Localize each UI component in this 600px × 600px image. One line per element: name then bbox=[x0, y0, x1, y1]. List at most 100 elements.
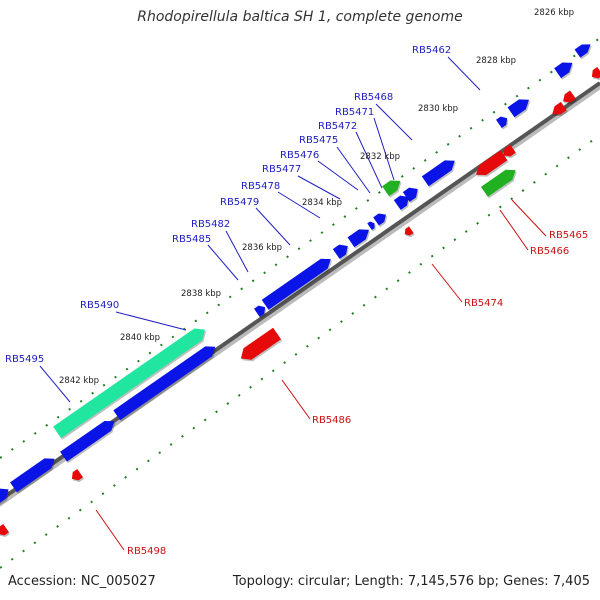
gene-arrow-s[interactable] bbox=[60, 416, 119, 464]
leader-RB5468 bbox=[375, 103, 413, 141]
gene-arrow-RB5474-shape[interactable] bbox=[402, 226, 414, 237]
gene-arrow-l-shape[interactable] bbox=[373, 210, 389, 226]
gene-arrow-m[interactable] bbox=[367, 220, 378, 232]
gene-arrow-m-shape[interactable] bbox=[367, 220, 376, 230]
tick-label-2838: 2838 kbp bbox=[181, 289, 221, 299]
gene-arrow-RB5486[interactable] bbox=[237, 327, 283, 366]
gene-arrow-a-shape[interactable] bbox=[574, 40, 594, 58]
gene-arrow-RB5465-shape[interactable] bbox=[473, 150, 508, 179]
gene-label-RB5478[interactable]: RB5478 bbox=[241, 181, 280, 192]
gene-arrow-h-shape[interactable] bbox=[500, 144, 516, 159]
leader-RB5465 bbox=[511, 199, 547, 237]
leader-RB5498 bbox=[95, 509, 125, 551]
gene-arrow-k-shape[interactable] bbox=[393, 192, 412, 210]
leader-RB5476 bbox=[317, 160, 359, 191]
leader-RB5482 bbox=[225, 230, 249, 273]
gene-arrow-l[interactable] bbox=[373, 210, 390, 228]
gene-arrow-j[interactable] bbox=[402, 184, 422, 204]
gene-arrow-RB5466[interactable] bbox=[480, 165, 520, 199]
leader-RB5495 bbox=[39, 365, 71, 403]
gene-label-RB5472[interactable]: RB5472 bbox=[318, 121, 357, 132]
gene-arrow-RB5468-shape[interactable] bbox=[382, 176, 404, 197]
gene-arrow-d[interactable] bbox=[507, 95, 534, 119]
gene-arrow-f[interactable] bbox=[560, 90, 577, 107]
gene-arrow-RB5490-shape[interactable] bbox=[53, 324, 209, 439]
gene-arrow-e-shape[interactable] bbox=[496, 114, 510, 128]
gene-arrow-r-shape[interactable] bbox=[113, 342, 218, 421]
accession-text: Accession: NC_005027 bbox=[8, 574, 156, 589]
gene-label-RB5486[interactable]: RB5486 bbox=[312, 415, 351, 426]
gene-label-RB5474[interactable]: RB5474 bbox=[464, 298, 503, 309]
gene-label-RB5475[interactable]: RB5475 bbox=[299, 135, 338, 146]
gene-arrow-q-shape[interactable] bbox=[254, 303, 268, 317]
gene-arrow-v[interactable] bbox=[0, 524, 11, 540]
gene-arrow-k[interactable] bbox=[393, 192, 413, 212]
gene-label-RB5479[interactable]: RB5479 bbox=[220, 197, 259, 208]
gene-label-RB5465[interactable]: RB5465 bbox=[549, 230, 588, 241]
gene-arrow-c[interactable] bbox=[589, 67, 600, 83]
gene-arrow-b[interactable] bbox=[554, 58, 577, 80]
gene-arrow-t-shape[interactable] bbox=[10, 454, 58, 493]
gene-arrow-p[interactable] bbox=[261, 254, 336, 312]
leader-RB5490 bbox=[115, 311, 187, 331]
gene-arrow-t[interactable] bbox=[10, 454, 59, 494]
leader-RB5479 bbox=[255, 207, 291, 246]
genome-title: Rhodopirellula baltica SH 1, complete ge… bbox=[137, 9, 463, 25]
gene-arrow-e[interactable] bbox=[496, 114, 511, 130]
tick-label-2832: 2832 kbp bbox=[360, 152, 400, 162]
gene-arrow-RB5498[interactable] bbox=[69, 469, 85, 485]
gene-arrow-RB5466-shape[interactable] bbox=[480, 165, 519, 197]
tick-label-2842: 2842 kbp bbox=[59, 376, 99, 386]
gene-arrow-i[interactable] bbox=[421, 156, 460, 188]
tick-label-2826: 2826 kbp bbox=[534, 8, 574, 18]
gene-arrow-u[interactable] bbox=[0, 485, 13, 506]
tick-label-2834: 2834 kbp bbox=[302, 198, 342, 208]
gene-arrow-j-shape[interactable] bbox=[402, 184, 421, 202]
gene-arrow-n[interactable] bbox=[347, 225, 374, 249]
gene-arrow-g-shape[interactable] bbox=[549, 101, 567, 118]
gene-label-RB5471[interactable]: RB5471 bbox=[335, 107, 374, 118]
gene-arrow-i-shape[interactable] bbox=[421, 156, 458, 187]
gene-arrow-RB5474[interactable] bbox=[402, 226, 415, 239]
gene-arrow-d-shape[interactable] bbox=[507, 95, 533, 118]
gene-arrow-RB5468[interactable] bbox=[382, 176, 405, 198]
gene-arrow-o[interactable] bbox=[332, 241, 352, 261]
gene-arrow-a[interactable] bbox=[574, 40, 595, 60]
gene-arrow-s-shape[interactable] bbox=[60, 416, 118, 462]
gene-label-RB5462[interactable]: RB5462 bbox=[412, 45, 451, 56]
gene-label-RB5498[interactable]: RB5498 bbox=[127, 546, 166, 557]
gene-arrow-q[interactable] bbox=[254, 303, 269, 319]
gene-label-RB5468[interactable]: RB5468 bbox=[354, 92, 393, 103]
leader-RB5485 bbox=[207, 244, 239, 281]
leader-RB5486 bbox=[281, 379, 311, 420]
gene-label-RB5476[interactable]: RB5476 bbox=[280, 150, 319, 161]
gene-arrow-c-shape[interactable] bbox=[589, 67, 600, 81]
leader-RB5471 bbox=[373, 117, 395, 181]
tick-label-2830: 2830 kbp bbox=[418, 104, 458, 114]
gene-arrow-f-shape[interactable] bbox=[560, 90, 576, 105]
gene-label-RB5482[interactable]: RB5482 bbox=[191, 219, 230, 230]
gene-arrow-RB5490[interactable] bbox=[53, 324, 210, 440]
gene-arrow-r[interactable] bbox=[113, 342, 220, 422]
gene-arrow-b-shape[interactable] bbox=[554, 58, 576, 79]
gene-label-RB5485[interactable]: RB5485 bbox=[172, 234, 211, 245]
leader-RB5474 bbox=[431, 263, 463, 303]
gene-arrow-n-shape[interactable] bbox=[347, 225, 373, 248]
gene-arrow-h[interactable] bbox=[500, 144, 517, 161]
gene-arrow-g[interactable] bbox=[549, 101, 568, 120]
topology-text: Topology: circular; Length: 7,145,576 bp… bbox=[232, 574, 590, 589]
tick-row-outer bbox=[0, 37, 600, 459]
leader-RB5478 bbox=[277, 191, 321, 219]
gene-arrow-RB5498-shape[interactable] bbox=[69, 469, 83, 483]
gene-arrow-p-shape[interactable] bbox=[261, 254, 335, 310]
gene-label-RB5477[interactable]: RB5477 bbox=[262, 164, 301, 175]
gene-arrow-o-shape[interactable] bbox=[332, 241, 351, 259]
gene-arrow-v-shape[interactable] bbox=[0, 524, 9, 538]
gene-label-RB5466[interactable]: RB5466 bbox=[530, 246, 569, 257]
gene-arrow-RB5486-shape[interactable] bbox=[237, 327, 282, 365]
gene-label-RB5495[interactable]: RB5495 bbox=[5, 354, 44, 365]
gene-arrow-RB5465[interactable] bbox=[473, 150, 509, 181]
gene-label-RB5490[interactable]: RB5490 bbox=[80, 300, 119, 311]
gene-arrow-u-shape[interactable] bbox=[0, 485, 12, 504]
